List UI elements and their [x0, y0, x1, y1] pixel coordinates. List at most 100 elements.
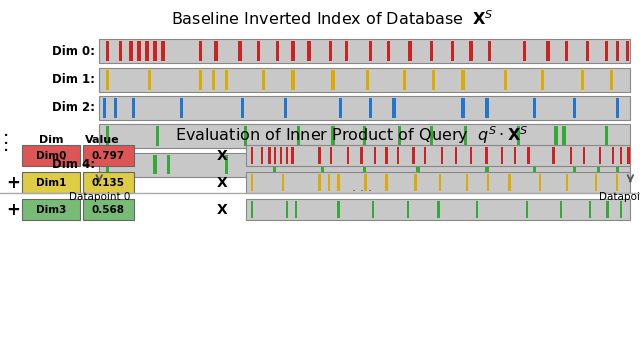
Bar: [280, 147, 282, 164]
Bar: [106, 41, 109, 61]
Bar: [99, 39, 630, 63]
Text: . . .: . . .: [351, 181, 372, 194]
Bar: [627, 147, 630, 164]
Bar: [297, 126, 300, 146]
Bar: [148, 70, 151, 90]
Bar: [344, 41, 348, 61]
Bar: [22, 145, 80, 166]
Bar: [566, 174, 568, 191]
Bar: [212, 70, 215, 90]
Text: Evaluation of Inner Product of Query  $q^S \cdot \mathbf{X}^S$: Evaluation of Inner Product of Query $q^…: [175, 124, 529, 145]
Bar: [461, 98, 465, 118]
Bar: [408, 41, 412, 61]
Bar: [570, 147, 572, 164]
Bar: [406, 201, 409, 218]
Bar: [451, 41, 454, 61]
Bar: [83, 199, 134, 220]
Bar: [364, 155, 366, 175]
Bar: [307, 41, 310, 61]
Bar: [103, 98, 106, 118]
Bar: [106, 155, 109, 175]
Text: +: +: [6, 174, 20, 192]
Bar: [597, 155, 600, 175]
Bar: [369, 41, 372, 61]
Bar: [260, 147, 263, 164]
Bar: [612, 147, 614, 164]
Bar: [106, 126, 109, 146]
Bar: [605, 126, 608, 146]
Bar: [616, 98, 619, 118]
Bar: [397, 147, 399, 164]
Bar: [99, 68, 630, 92]
Bar: [145, 41, 148, 61]
Bar: [282, 174, 284, 191]
Text: Dim: Dim: [39, 135, 63, 145]
Bar: [291, 70, 294, 90]
Bar: [257, 41, 260, 61]
Bar: [284, 98, 287, 118]
Bar: [251, 174, 253, 191]
Bar: [554, 126, 557, 146]
Bar: [439, 174, 442, 191]
Bar: [605, 41, 608, 61]
Bar: [565, 41, 568, 61]
Bar: [154, 41, 157, 61]
Bar: [470, 41, 472, 61]
Bar: [620, 201, 622, 218]
Bar: [332, 126, 335, 146]
Bar: [113, 98, 116, 118]
Bar: [360, 147, 363, 164]
Bar: [246, 172, 630, 193]
Bar: [347, 147, 349, 164]
Text: ·: ·: [3, 142, 10, 161]
Bar: [485, 98, 488, 118]
Bar: [527, 147, 530, 164]
Bar: [154, 155, 157, 175]
Bar: [337, 201, 340, 218]
Bar: [514, 147, 516, 164]
Bar: [616, 174, 618, 191]
Bar: [166, 155, 170, 175]
Bar: [332, 70, 335, 90]
Text: ·: ·: [3, 127, 10, 146]
Bar: [437, 201, 440, 218]
Bar: [470, 147, 472, 164]
Text: 0.568: 0.568: [92, 205, 125, 215]
Bar: [161, 41, 164, 61]
Bar: [276, 41, 279, 61]
Bar: [476, 201, 478, 218]
Bar: [598, 147, 601, 164]
Bar: [374, 147, 376, 164]
Bar: [485, 147, 488, 164]
Text: Datapoint N: Datapoint N: [599, 192, 640, 202]
Bar: [330, 147, 332, 164]
Text: Dim 4:: Dim 4:: [52, 158, 95, 171]
Bar: [251, 147, 253, 164]
Bar: [429, 41, 433, 61]
Bar: [500, 147, 503, 164]
Bar: [328, 174, 330, 191]
Text: 0.135: 0.135: [92, 178, 125, 188]
Bar: [454, 147, 457, 164]
Bar: [412, 147, 415, 164]
Bar: [339, 98, 342, 118]
Bar: [138, 41, 141, 61]
Bar: [466, 174, 468, 191]
Bar: [364, 174, 367, 191]
Bar: [533, 155, 536, 175]
Bar: [318, 147, 321, 164]
Bar: [225, 155, 228, 175]
Bar: [485, 155, 488, 175]
Bar: [424, 147, 426, 164]
Text: Baseline Inverted Index of Database  $\mathbf{X}^S$: Baseline Inverted Index of Database $\ma…: [172, 9, 494, 28]
Text: Dim0: Dim0: [36, 151, 67, 161]
Bar: [414, 174, 417, 191]
Bar: [616, 41, 619, 61]
Bar: [397, 126, 401, 146]
Bar: [244, 126, 247, 146]
Text: X: X: [217, 202, 227, 217]
Bar: [547, 41, 550, 61]
Bar: [225, 70, 228, 90]
Bar: [517, 126, 520, 146]
Text: X: X: [217, 176, 227, 190]
